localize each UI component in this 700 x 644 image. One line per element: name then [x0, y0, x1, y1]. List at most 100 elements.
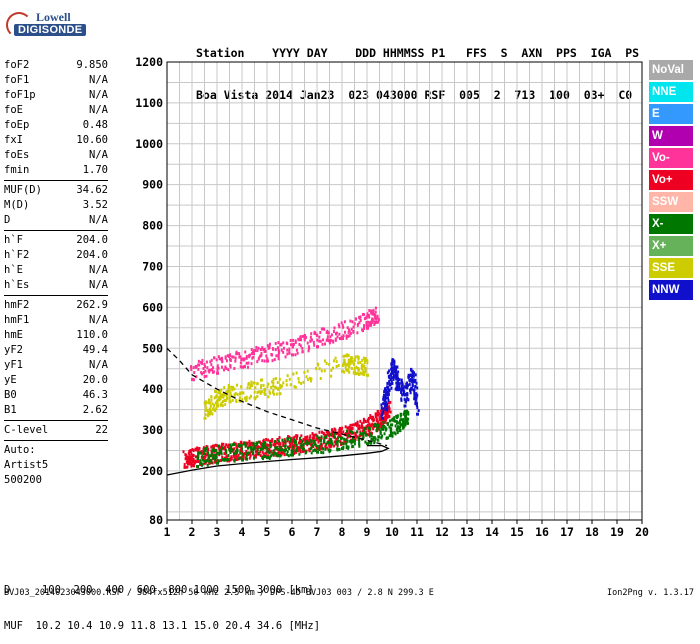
- echo-point: [251, 356, 254, 360]
- echo-point: [247, 365, 250, 369]
- echo-point: [316, 345, 319, 349]
- echo-point: [258, 390, 261, 394]
- echo-point: [309, 438, 312, 442]
- echo-point: [374, 412, 377, 416]
- echo-point: [344, 425, 347, 429]
- echo-point: [204, 413, 207, 417]
- echo-point: [279, 385, 282, 389]
- echo-point: [408, 374, 411, 378]
- echo-point: [263, 388, 266, 392]
- echo-point: [251, 350, 254, 354]
- echo-point: [269, 444, 272, 448]
- echo-point: [188, 457, 191, 461]
- echo-point: [212, 457, 215, 461]
- echo-point: [288, 347, 291, 351]
- echo-point: [187, 451, 190, 455]
- parameter-row: foEp 0.48: [4, 118, 108, 133]
- y-tick-label: 1100: [135, 96, 163, 110]
- echo-point: [216, 451, 219, 455]
- echo-point: [306, 378, 309, 382]
- echo-point: [313, 439, 316, 443]
- echo-point: [333, 434, 336, 438]
- echo-point: [211, 402, 214, 406]
- y-tick-label: 800: [142, 219, 163, 233]
- echo-point: [247, 361, 250, 365]
- echo-point: [349, 358, 352, 362]
- echo-point: [391, 431, 394, 435]
- echo-point: [208, 454, 211, 458]
- echo-point: [306, 369, 309, 373]
- echo-point: [302, 442, 305, 446]
- echo-point: [250, 362, 253, 366]
- echo-point: [192, 459, 195, 463]
- x-tick-label: 2: [189, 525, 196, 539]
- echo-point: [290, 343, 293, 347]
- echo-point: [315, 438, 318, 442]
- muf-row: MUF 10.2 10.4 10.9 11.8 13.1 15.0 20.4 3…: [4, 620, 321, 632]
- echo-point: [384, 404, 387, 408]
- echo-point: [217, 459, 220, 463]
- echo-point: [309, 339, 312, 343]
- echo-point: [356, 430, 359, 434]
- echo-point: [217, 366, 220, 370]
- echo-point: [402, 392, 405, 396]
- echo-point: [348, 334, 351, 338]
- echo-point: [268, 346, 271, 350]
- echo-point: [320, 435, 323, 439]
- echo-point: [220, 401, 223, 405]
- echo-point: [268, 391, 271, 395]
- echo-point: [341, 369, 344, 373]
- echo-point: [374, 422, 377, 426]
- echo-point: [350, 426, 353, 430]
- echo-point: [251, 449, 254, 453]
- echo-point: [363, 326, 366, 330]
- echo-point: [309, 335, 312, 339]
- echo-point: [352, 330, 355, 334]
- echo-point: [347, 334, 350, 338]
- echo-point: [406, 392, 409, 396]
- echo-point: [394, 375, 397, 379]
- echo-point: [240, 385, 243, 389]
- echo-point: [336, 436, 339, 440]
- echo-point: [414, 402, 417, 406]
- echo-point: [221, 400, 224, 404]
- echo-point: [276, 380, 279, 384]
- parameter-row: foF1p N/A: [4, 88, 108, 103]
- echo-point: [203, 375, 206, 379]
- echo-point: [342, 334, 345, 338]
- echo-point: [371, 422, 374, 426]
- echo-point: [387, 401, 390, 405]
- echo-point: [380, 403, 383, 407]
- echo-point: [357, 357, 360, 361]
- polarization-legend: NoVal NNE E W Vo- Vo+ SSW X- X+ SSE NNW: [649, 60, 693, 302]
- echo-point: [283, 438, 286, 442]
- parameter-value: 20.0: [82, 374, 108, 386]
- echo-point: [269, 441, 272, 445]
- echo-point: [209, 408, 212, 412]
- parameter-name: yE: [4, 374, 17, 386]
- echo-point: [344, 364, 347, 368]
- echo-point: [248, 386, 251, 390]
- echo-point: [353, 322, 356, 326]
- echo-point: [249, 451, 252, 455]
- parameter-value: N/A: [89, 74, 108, 86]
- echo-point: [233, 458, 236, 462]
- echo-point: [233, 387, 236, 391]
- echo-point: [413, 388, 416, 392]
- echo-point: [208, 412, 211, 416]
- echo-point: [375, 423, 378, 427]
- parameter-row: foF1 N/A: [4, 73, 108, 88]
- echo-point: [229, 365, 232, 369]
- echo-point: [219, 448, 222, 452]
- echo-point: [295, 434, 298, 438]
- echo-point: [359, 361, 362, 365]
- echo-point: [227, 453, 230, 457]
- echo-point: [232, 385, 235, 389]
- echo-point: [343, 439, 346, 443]
- echo-point: [400, 391, 403, 395]
- echo-point: [371, 438, 374, 442]
- echo-point: [199, 360, 202, 364]
- echo-point: [219, 391, 222, 395]
- echo-point: [262, 441, 265, 445]
- echo-point: [262, 438, 265, 442]
